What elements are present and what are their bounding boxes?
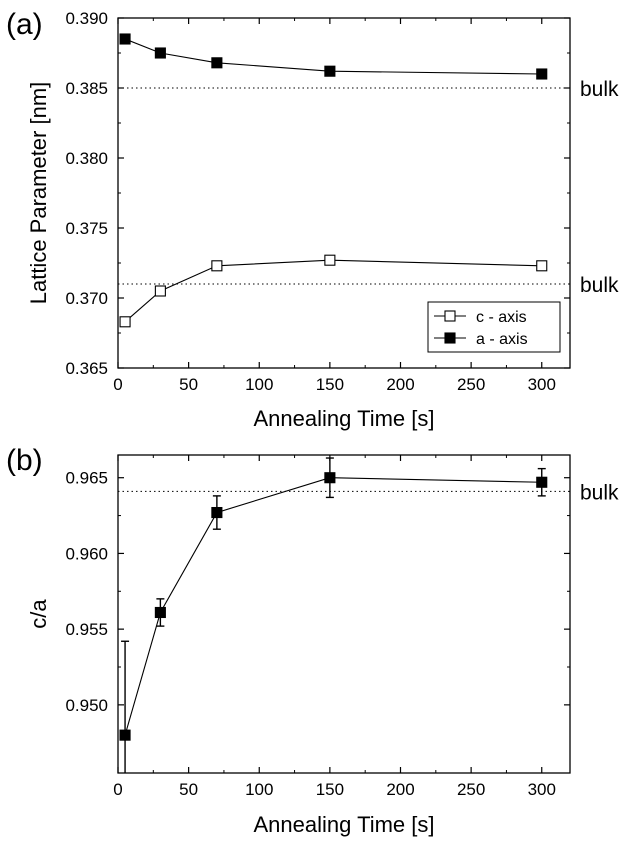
y-tick-label: 0.375: [65, 219, 108, 238]
x-tick-label: 150: [316, 780, 344, 799]
data-point-open-square: [536, 260, 548, 272]
y-tick-label: 0.385: [65, 79, 108, 98]
x-axis-title: Annealing Time [s]: [254, 406, 435, 431]
x-tick-label: 300: [528, 375, 556, 394]
bulk-label: bulk: [580, 481, 619, 504]
data-point-open-square: [324, 254, 336, 266]
x-tick-label: 200: [386, 780, 414, 799]
panel-label: (a): [6, 8, 43, 41]
y-axis-title: c/a: [26, 599, 51, 629]
y-tick-label: 0.390: [65, 9, 108, 28]
data-point-filled-square: [211, 506, 223, 519]
x-tick-label: 300: [528, 780, 556, 799]
series-line: [124, 477, 542, 736]
data-point-filled-square: [324, 472, 336, 484]
y-tick-label: 0.380: [65, 149, 108, 168]
data-point-open-square: [154, 285, 166, 297]
x-tick-label: 150: [316, 375, 344, 394]
x-tick-label: 50: [179, 375, 198, 394]
y-tick-label: 0.365: [65, 359, 108, 378]
legend-marker: [444, 310, 456, 322]
data-point-open-square: [119, 316, 131, 328]
y-tick-label: 0.950: [65, 696, 108, 715]
y-tick-label: 0.965: [65, 469, 108, 488]
y-axis-title: Lattice Parameter [nm]: [26, 82, 51, 305]
x-tick-label: 0: [113, 375, 122, 394]
legend-box: [427, 301, 561, 353]
y-tick-label: 0.960: [65, 544, 108, 563]
data-point-filled-square: [119, 33, 131, 45]
y-tick-label: 0.955: [65, 620, 108, 639]
panel-b: bulk 0 50 100 150 200 250 300 0.950 0.955 0.960 0.9…: [6, 444, 619, 837]
data-point-filled-square: [536, 476, 548, 488]
x-tick-label: 250: [457, 780, 485, 799]
legend-marker: [444, 332, 456, 344]
legend-entry: a - axis: [476, 331, 528, 348]
plot-frame: [117, 454, 571, 774]
x-axis-title: Annealing Time [s]: [254, 812, 435, 837]
data-point-filled-square: [154, 606, 166, 619]
panel-a: bulk bulk 0 50 100 150 200 250 300 0.365 0.370 0.37…: [6, 8, 619, 431]
panel-label: (b): [6, 444, 43, 477]
data-point-filled-square: [536, 68, 548, 80]
x-tick-label: 250: [457, 375, 485, 394]
data-point-filled-square: [154, 47, 166, 59]
bulk-label: bulk: [580, 274, 619, 297]
data-point-filled-square: [119, 729, 131, 741]
data-point-filled-square: [324, 65, 336, 77]
x-tick-label: 0: [113, 780, 122, 799]
data-point-open-square: [211, 260, 223, 272]
x-tick-label: 50: [179, 780, 198, 799]
x-tick-label: 100: [245, 780, 273, 799]
x-tick-label: 100: [245, 375, 273, 394]
y-tick-label: 0.370: [65, 289, 108, 308]
bulk-label: bulk: [580, 78, 619, 101]
legend-entry: c - axis: [476, 309, 527, 326]
data-point-filled-square: [211, 57, 223, 69]
x-tick-label: 200: [386, 375, 414, 394]
